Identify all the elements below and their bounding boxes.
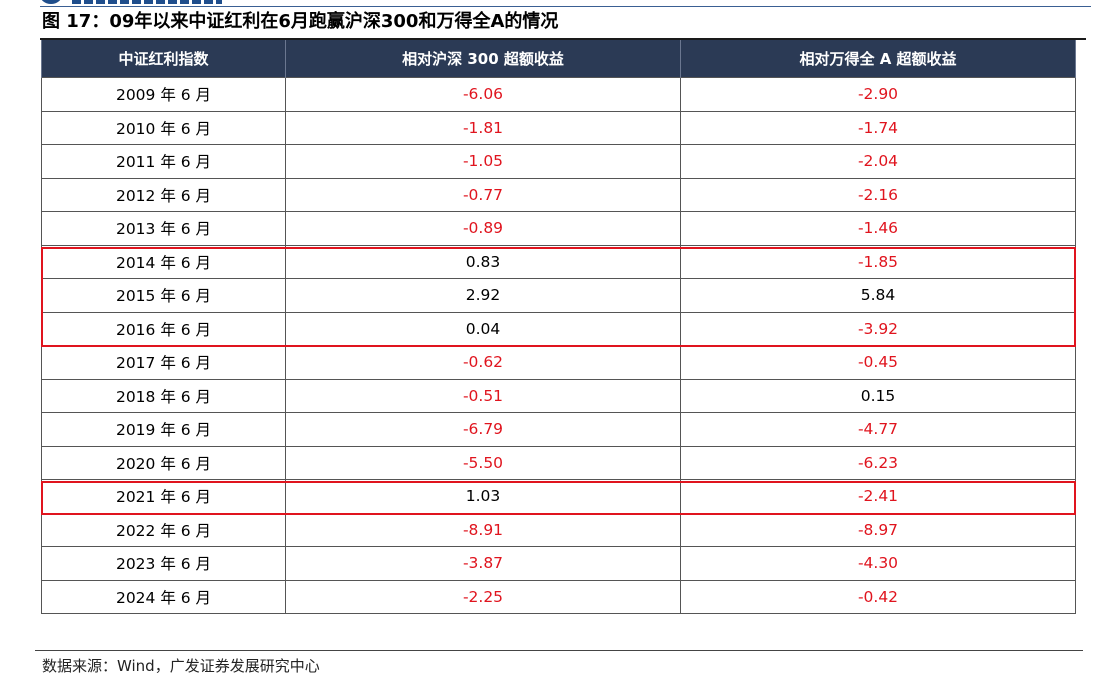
table-row: 2017 年 6 月 -0.62 -0.45: [41, 345, 1076, 380]
excess-vs-hs300-cell: 0.04: [285, 311, 681, 346]
excess-vs-hs300-cell: 0.83: [285, 244, 681, 279]
excess-vs-hs300-cell: -5.50: [285, 445, 681, 480]
period-cell: 2011 年 6 月: [41, 144, 286, 179]
table-row: 2019 年 6 月 -6.79 -4.77: [41, 412, 1076, 447]
figure-title: 图 17：09年以来中证红利在6月跑赢沪深300和万得全A的情况: [42, 11, 559, 32]
header-index: 中证红利指数: [41, 40, 286, 78]
logo: [0, 0, 260, 6]
table-row: 2024 年 6 月 -2.25 -0.42: [41, 579, 1076, 614]
excess-vs-hs300-cell: -1.05: [285, 144, 681, 179]
period-cell: 2012 年 6 月: [41, 177, 286, 212]
excess-vs-hs300-cell: -2.25: [285, 579, 681, 614]
table-row: 2016 年 6 月 0.04 -3.92: [41, 311, 1076, 346]
period-cell: 2014 年 6 月: [41, 244, 286, 279]
excess-vs-wind-a-cell: -4.77: [680, 412, 1076, 447]
excess-vs-wind-a-cell: -2.90: [680, 77, 1076, 112]
table-header-row: 中证红利指数 相对沪深 300 超额收益 相对万得全 A 超额收益: [41, 40, 1076, 78]
period-cell: 2018 年 6 月: [41, 378, 286, 413]
table-row: 2021 年 6 月 1.03 -2.41: [41, 479, 1076, 514]
table-row: 2015 年 6 月 2.92 5.84: [41, 278, 1076, 313]
table-body: 2009 年 6 月 -6.06 -2.90 2010 年 6 月 -1.81 -1.74…: [41, 77, 1076, 614]
table-row: 2010 年 6 月 -1.81 -1.74: [41, 110, 1076, 145]
excess-vs-wind-a-cell: -1.85: [680, 244, 1076, 279]
excess-vs-wind-a-cell: -2.04: [680, 144, 1076, 179]
excess-vs-wind-a-cell: -2.41: [680, 479, 1076, 514]
excess-vs-wind-a-cell: -1.46: [680, 211, 1076, 246]
period-cell: 2020 年 6 月: [41, 445, 286, 480]
table-row: 2022 年 6 月 -8.91 -8.97: [41, 512, 1076, 547]
footer-divider: [35, 650, 1083, 651]
table-row: 2011 年 6 月 -1.05 -2.04: [41, 144, 1076, 179]
excess-vs-hs300-cell: -6.79: [285, 412, 681, 447]
table-row: 2020 年 6 月 -5.50 -6.23: [41, 445, 1076, 480]
period-cell: 2023 年 6 月: [41, 546, 286, 581]
excess-vs-wind-a-cell: -1.74: [680, 110, 1076, 145]
header-vs-wind-a: 相对万得全 A 超额收益: [680, 40, 1076, 78]
period-cell: 2017 年 6 月: [41, 345, 286, 380]
title-divider: [40, 38, 1086, 40]
table-row: 2014 年 6 月 0.83 -1.85: [41, 244, 1076, 279]
period-cell: 2019 年 6 月: [41, 412, 286, 447]
excess-vs-hs300-cell: -0.62: [285, 345, 681, 380]
returns-table: 中证红利指数 相对沪深 300 超额收益 相对万得全 A 超额收益 2009 年…: [41, 40, 1076, 614]
excess-vs-wind-a-cell: -8.97: [680, 512, 1076, 547]
period-cell: 2016 年 6 月: [41, 311, 286, 346]
logo-emblem-icon: [40, 0, 62, 4]
period-cell: 2021 年 6 月: [41, 479, 286, 514]
header-divider: [40, 6, 1091, 7]
excess-vs-wind-a-cell: -4.30: [680, 546, 1076, 581]
excess-vs-hs300-cell: -6.06: [285, 77, 681, 112]
table-row: 2018 年 6 月 -0.51 0.15: [41, 378, 1076, 413]
excess-vs-hs300-cell: -0.77: [285, 177, 681, 212]
period-cell: 2024 年 6 月: [41, 579, 286, 614]
period-cell: 2009 年 6 月: [41, 77, 286, 112]
excess-vs-wind-a-cell: -2.16: [680, 177, 1076, 212]
table-row: 2009 年 6 月 -6.06 -2.90: [41, 77, 1076, 112]
excess-vs-hs300-cell: 2.92: [285, 278, 681, 313]
period-cell: 2013 年 6 月: [41, 211, 286, 246]
excess-vs-hs300-cell: -0.89: [285, 211, 681, 246]
excess-vs-hs300-cell: -1.81: [285, 110, 681, 145]
excess-vs-wind-a-cell: 5.84: [680, 278, 1076, 313]
excess-vs-wind-a-cell: -3.92: [680, 311, 1076, 346]
table-row: 2012 年 6 月 -0.77 -2.16: [41, 177, 1076, 212]
excess-vs-hs300-cell: -0.51: [285, 378, 681, 413]
table-row: 2023 年 6 月 -3.87 -4.30: [41, 546, 1076, 581]
header-vs-hs300: 相对沪深 300 超额收益: [285, 40, 681, 78]
excess-vs-wind-a-cell: -6.23: [680, 445, 1076, 480]
table-row: 2013 年 6 月 -0.89 -1.46: [41, 211, 1076, 246]
excess-vs-wind-a-cell: 0.15: [680, 378, 1076, 413]
period-cell: 2010 年 6 月: [41, 110, 286, 145]
logo-wordmark: [72, 0, 222, 4]
excess-vs-wind-a-cell: -0.45: [680, 345, 1076, 380]
period-cell: 2022 年 6 月: [41, 512, 286, 547]
source-note: 数据来源：Wind，广发证券发展研究中心: [42, 657, 320, 675]
period-cell: 2015 年 6 月: [41, 278, 286, 313]
excess-vs-wind-a-cell: -0.42: [680, 579, 1076, 614]
excess-vs-hs300-cell: -8.91: [285, 512, 681, 547]
excess-vs-hs300-cell: -3.87: [285, 546, 681, 581]
excess-vs-hs300-cell: 1.03: [285, 479, 681, 514]
